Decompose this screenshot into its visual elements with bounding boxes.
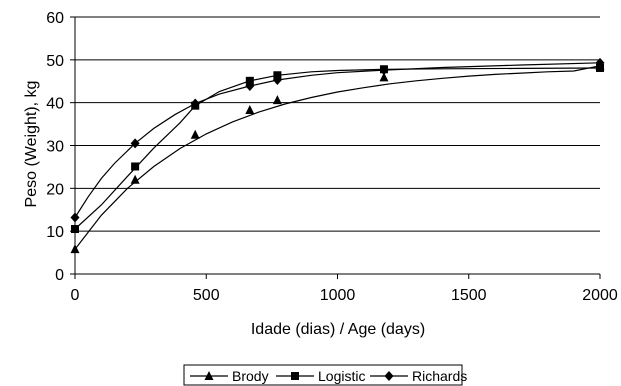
x-axis-title: Idade (dias) / Age (days): [251, 321, 425, 338]
y-tick-labels: 0 10 20 30 40 50 60: [46, 10, 64, 284]
y-tick-label-60: 60: [46, 10, 64, 27]
point-brody-4: [272, 95, 282, 105]
point-logistic-3: [245, 76, 254, 85]
x-tick-label-0: 0: [71, 287, 80, 304]
y-tick-label-0: 0: [55, 267, 64, 284]
series-line-richards: [74, 62, 601, 218]
x-tick-label-1500: 1500: [451, 287, 487, 304]
point-richards-4: [272, 74, 282, 85]
point-richards-5: [379, 65, 389, 76]
y-tick-label-30: 30: [46, 139, 64, 156]
point-brody-1: [130, 174, 140, 184]
legend: Brody Logistic Richards: [183, 364, 467, 386]
point-brody-3: [245, 104, 255, 114]
point-richards-2: [190, 98, 200, 109]
y-tick-label-20: 20: [46, 181, 64, 198]
legend-marker-richards: [384, 371, 394, 381]
x-tick-label-1000: 1000: [320, 287, 356, 304]
legend-label-brody: Brody: [232, 368, 269, 384]
point-brody-2: [190, 129, 200, 139]
series-group: [70, 57, 605, 254]
x-tick-labels: 0 500 1000 1500 2000: [71, 287, 618, 304]
legend-label-richards: Richards: [412, 368, 467, 384]
point-richards-6: [595, 57, 605, 68]
y-tick-label-10: 10: [46, 224, 64, 241]
point-brody-0: [70, 244, 80, 254]
legend-marker-logistic: [291, 372, 299, 380]
point-richards-1: [130, 138, 140, 149]
point-brody-5: [379, 72, 389, 82]
y-axis-title: Peso (Weight), kg: [23, 81, 40, 208]
x-tick-label-2000: 2000: [582, 287, 618, 304]
y-tick-label-40: 40: [46, 96, 64, 113]
legend-box: [183, 364, 463, 386]
x-tick-label-500: 500: [193, 287, 220, 304]
point-logistic-6: [596, 63, 604, 72]
y-tick-label-50: 50: [46, 53, 64, 70]
point-logistic-1: [131, 162, 140, 171]
grid-lines: [75, 16, 600, 232]
point-logistic-0: [71, 225, 79, 234]
point-richards-0: [70, 212, 80, 223]
legend-marker-brody: [204, 371, 214, 380]
axes: [70, 16, 601, 279]
legend-label-logistic: Logistic: [318, 368, 365, 384]
point-richards-3: [245, 80, 255, 91]
series-line-brody: [74, 65, 601, 250]
